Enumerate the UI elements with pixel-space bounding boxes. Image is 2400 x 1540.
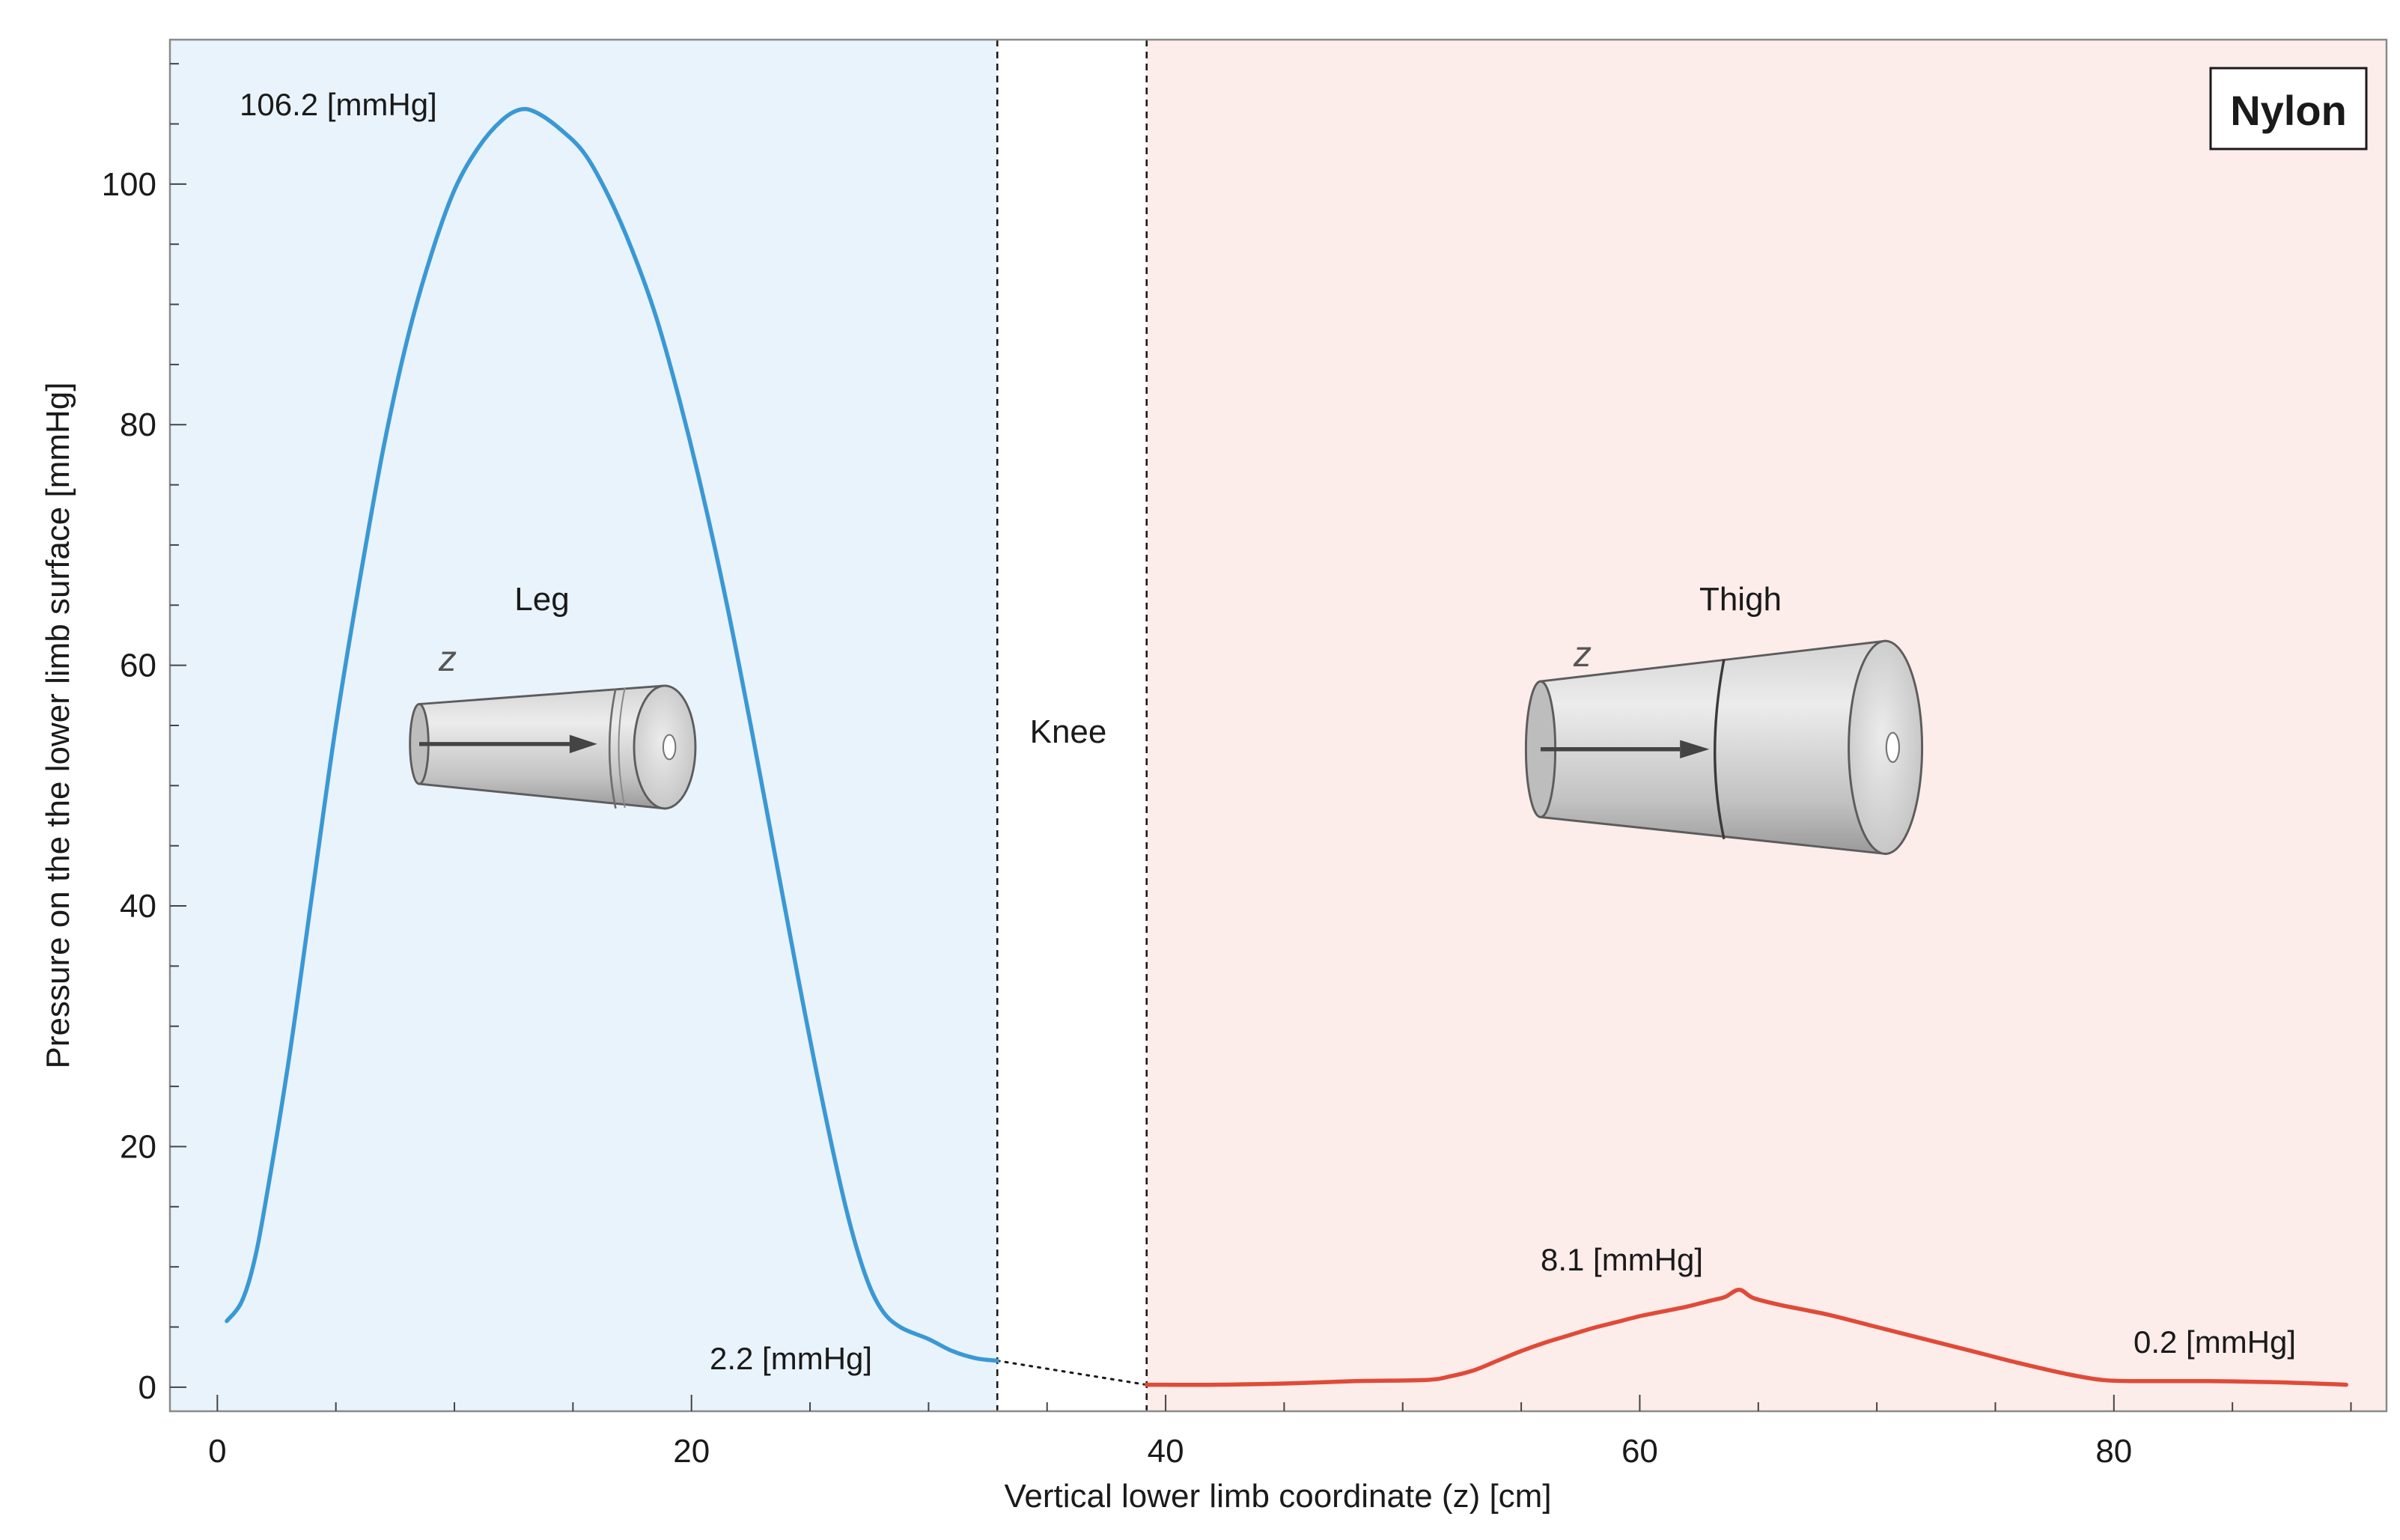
annotation-peak-leg: 106.2 [mmHg] (240, 87, 437, 122)
x-tick-label: 20 (673, 1433, 710, 1470)
y-axis: 0 20 40 60 80 100 (102, 63, 186, 1406)
x-tick-label: 80 (2095, 1433, 2132, 1470)
leg-label: Leg (514, 581, 569, 618)
y-tick-label: 80 (120, 407, 156, 443)
y-tick-label: 20 (120, 1128, 156, 1165)
leg-cylinder-icon (409, 684, 697, 810)
y-tick-label: 40 (120, 888, 156, 925)
x-axis-title: Vertical lower limb coordinate (z) [cm] (1004, 1478, 1551, 1515)
series-line-1 (1144, 1287, 2348, 1387)
region-boundaries (996, 40, 1148, 1411)
x-tick-label: 0 (208, 1433, 226, 1470)
region-backgrounds (170, 40, 2387, 1411)
thigh-label: Thigh (1699, 581, 1782, 618)
x-tick-label: 40 (1148, 1433, 1184, 1470)
material-badge-label: Nylon (2230, 87, 2347, 134)
y-tick-label: 60 (120, 648, 156, 684)
annotation-peak-thigh: 8.1 [mmHg] (1541, 1242, 1703, 1277)
y-tick-label: 100 (102, 166, 156, 203)
x-tick-label: 60 (1621, 1433, 1658, 1470)
annotation-end-leg: 2.2 [mmHg] (710, 1341, 872, 1376)
knee-connector (996, 1360, 1148, 1387)
material-badge (2209, 67, 2368, 150)
knee-label: Knee (1030, 713, 1107, 750)
annotation-end-thigh: 0.2 [mmHg] (2133, 1324, 2296, 1360)
y-axis-title: Pressure on the the lower limb surface [… (40, 382, 76, 1068)
leg-axis-symbol: z (438, 639, 457, 679)
thigh-cylinder-icon (1524, 639, 1924, 856)
connector-line (996, 1360, 1148, 1387)
region-knee (997, 40, 1147, 1411)
series-line-0 (225, 106, 999, 1363)
y-tick-label: 0 (138, 1369, 156, 1406)
series-lines (225, 106, 2348, 1387)
x-axis: 0 20 40 60 80 (208, 1395, 2352, 1470)
thigh-axis-symbol: z (1573, 635, 1592, 675)
